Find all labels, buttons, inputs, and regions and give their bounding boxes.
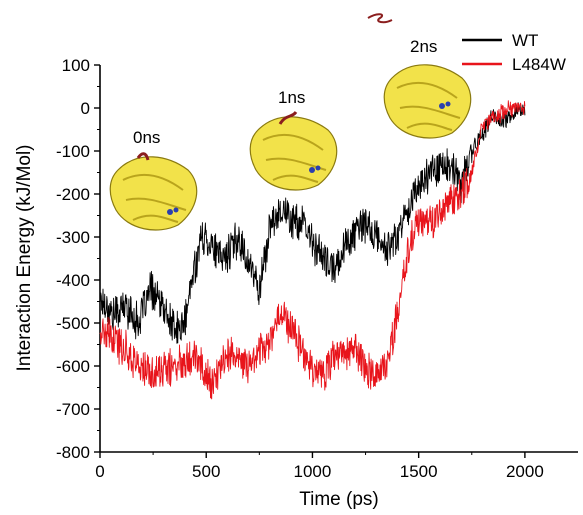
- y-axis-title: Interaction Energy (kJ/Mol): [14, 144, 35, 371]
- y-tick-label: -200: [56, 185, 90, 204]
- y-tick-label: -700: [56, 400, 90, 419]
- legend: WT L484W: [462, 31, 566, 74]
- annotation-1ns: 1ns: [278, 88, 305, 107]
- x-tick-label: 1000: [294, 462, 332, 481]
- x-tick-label: 500: [192, 462, 220, 481]
- y-tick-label: -300: [56, 228, 90, 247]
- series-line-wt: [99, 102, 526, 344]
- ligand-squiggle-2ns: [367, 13, 393, 24]
- y-tick-label: -400: [56, 271, 90, 290]
- series-group: [99, 100, 526, 400]
- y-tick-label: 100: [62, 56, 90, 75]
- y-tick-label: -500: [56, 314, 90, 333]
- protein-structure-1ns: [249, 111, 338, 191]
- protein-structure-0ns: [109, 152, 198, 231]
- x-tick-label: 0: [95, 462, 104, 481]
- y-tick-label: -600: [56, 357, 90, 376]
- axis-ticks: [94, 64, 526, 458]
- legend-label-l484w: L484W: [512, 55, 566, 74]
- annotation-0ns: 0ns: [133, 128, 160, 147]
- y-tick-label: -100: [56, 142, 90, 161]
- legend-label-wt: WT: [512, 31, 538, 50]
- series-line-l484w: [99, 100, 526, 400]
- x-tick-label: 1500: [400, 462, 438, 481]
- x-axis-title: Time (ps): [299, 489, 379, 510]
- y-tick-label: 0: [81, 99, 90, 118]
- annotation-2ns: 2ns: [410, 37, 437, 56]
- protein-structure-2ns: [383, 64, 472, 139]
- x-tick-label: 2000: [506, 462, 544, 481]
- y-tick-label: -800: [56, 443, 90, 462]
